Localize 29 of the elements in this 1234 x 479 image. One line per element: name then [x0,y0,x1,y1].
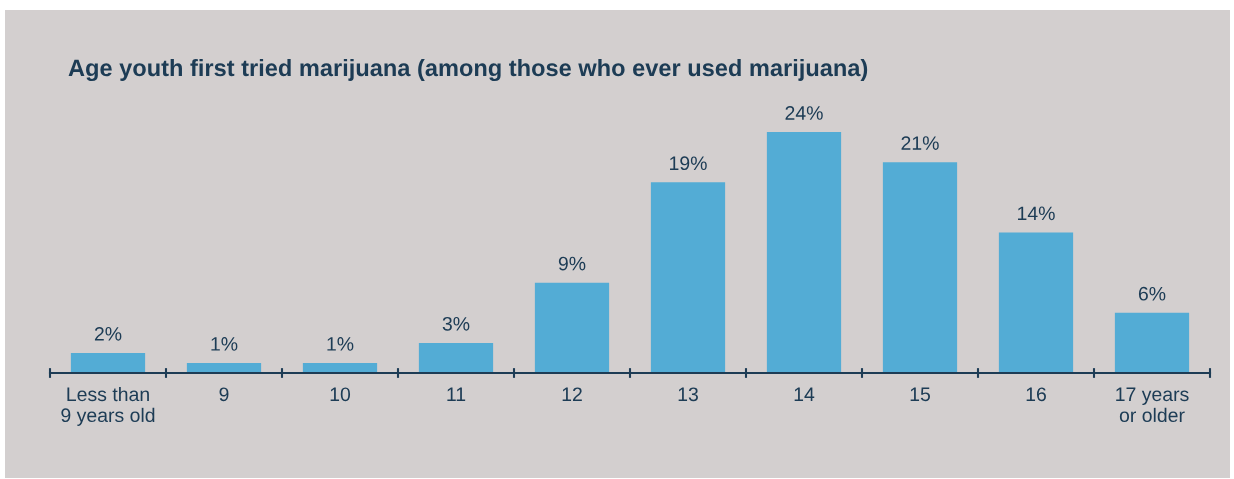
data-label: 14% [1018,206,1055,221]
bar [998,232,1074,373]
data-label: 6% [1138,286,1166,301]
data-label: 9% [558,256,586,271]
x-tick-label: Less than 9 years old [61,386,155,426]
x-tick-label: 12 [562,387,582,401]
chart-title: Age youth first tried marijuana (among those who ever used marijuana) [68,58,868,82]
data-label: 19% [670,156,707,171]
bar [650,182,726,373]
x-tick-label: 16 [1026,387,1046,402]
bar [70,352,146,373]
x-tick-label: 15 [910,387,930,402]
x-tick-label: 11 [447,387,466,401]
data-label: 2% [94,326,122,341]
bar [766,132,842,373]
bar [534,282,610,373]
bar [418,342,494,373]
x-tick-label: 9 [219,387,229,402]
data-label: 1% [327,337,354,351]
x-tick-label: 17 years or older [1116,387,1189,423]
x-tick-label: 10 [330,387,351,402]
bar [1114,312,1190,373]
data-label: 3% [442,316,470,331]
x-tick-label: 14 [794,387,815,401]
bar [882,162,958,373]
data-label: 24% [785,106,823,120]
x-tick-label: 13 [678,387,698,402]
data-label: 21% [901,136,939,150]
data-label: 1% [211,337,238,351]
